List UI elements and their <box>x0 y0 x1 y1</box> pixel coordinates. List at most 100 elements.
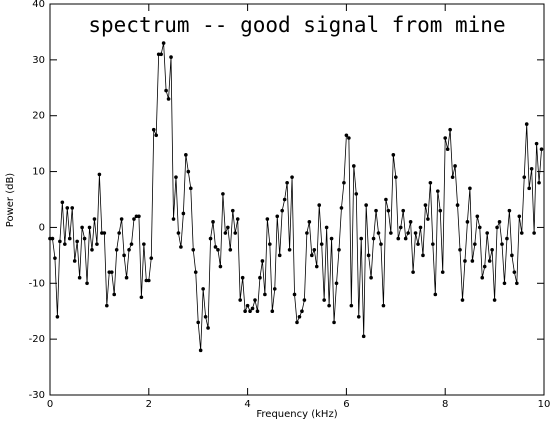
data-point <box>534 141 539 146</box>
data-point <box>184 153 188 157</box>
data-point <box>292 292 297 297</box>
data-point <box>119 217 124 221</box>
data-point <box>428 180 433 185</box>
data-point <box>287 247 292 252</box>
x-tick-label: 0 <box>47 399 53 410</box>
data-point <box>53 256 57 260</box>
y-tick-label: 10 <box>32 167 45 178</box>
data-point <box>458 247 462 252</box>
data-point <box>238 298 242 302</box>
data-point <box>151 127 156 132</box>
data-point <box>228 247 233 252</box>
data-point <box>268 242 272 246</box>
data-point <box>408 220 413 224</box>
data-point <box>465 220 470 224</box>
data-point <box>435 189 440 193</box>
data-point <box>403 236 408 241</box>
data-point <box>519 231 524 235</box>
x-axis-label: Frequency (kHz) <box>256 409 337 420</box>
x-tick-label: 10 <box>538 399 550 410</box>
data-point <box>386 208 391 213</box>
data-point <box>77 275 82 280</box>
data-point <box>277 253 282 258</box>
data-point <box>164 88 168 93</box>
data-point <box>127 247 131 252</box>
data-point <box>258 275 262 280</box>
data-point <box>344 133 349 138</box>
data-point <box>524 122 529 126</box>
data-point <box>206 326 210 330</box>
data-point <box>63 242 67 246</box>
data-point <box>423 203 428 207</box>
data-point <box>490 247 494 252</box>
data-point <box>285 180 289 185</box>
data-point <box>221 192 225 196</box>
data-point <box>332 320 336 325</box>
data-point <box>250 306 255 311</box>
data-point <box>369 275 373 280</box>
data-point <box>477 225 482 230</box>
data-point <box>347 136 351 140</box>
x-tick-label: 8 <box>442 399 448 410</box>
data-point <box>263 292 267 297</box>
data-point <box>240 275 245 280</box>
data-point <box>139 295 144 300</box>
data-point <box>339 206 344 210</box>
data-point <box>144 278 149 283</box>
y-tick-label: -20 <box>29 334 45 345</box>
data-point <box>211 220 215 224</box>
data-point <box>460 298 465 302</box>
data-point <box>149 256 154 260</box>
data-point <box>297 315 302 319</box>
data-point <box>280 208 284 213</box>
data-point <box>129 242 134 246</box>
data-point <box>327 303 331 308</box>
data-point <box>75 239 79 244</box>
data-point <box>537 180 541 185</box>
data-point <box>455 203 460 207</box>
data-point <box>272 287 277 291</box>
data-line <box>50 43 542 351</box>
data-point <box>260 259 265 263</box>
data-point <box>394 175 398 179</box>
data-point <box>55 315 60 319</box>
data-point <box>364 203 368 207</box>
data-point <box>95 242 99 246</box>
data-point <box>381 303 386 308</box>
data-point <box>105 303 109 308</box>
data-point <box>314 264 319 269</box>
data-point <box>453 164 457 168</box>
data-point <box>342 180 346 185</box>
data-point <box>448 127 452 132</box>
data-point <box>329 236 334 241</box>
y-tick-label: 20 <box>32 111 45 122</box>
data-point <box>65 206 70 210</box>
data-point <box>216 247 220 252</box>
data-point <box>80 225 84 230</box>
data-point <box>398 225 403 230</box>
data-point <box>324 225 329 230</box>
data-point <box>255 309 260 314</box>
data-point <box>233 231 238 235</box>
data-point <box>307 220 312 224</box>
data-point <box>295 320 299 325</box>
data-point <box>117 231 121 235</box>
data-point <box>176 231 181 235</box>
data-point <box>226 225 230 230</box>
data-point <box>290 175 294 179</box>
data-point <box>421 253 425 258</box>
y-tick-label: 40 <box>32 0 45 10</box>
data-point <box>515 281 519 286</box>
data-point <box>243 309 247 314</box>
data-point <box>487 259 492 263</box>
data-point <box>174 175 178 179</box>
data-point <box>302 298 307 302</box>
data-point <box>159 52 163 57</box>
data-point <box>492 298 497 302</box>
data-point <box>114 247 119 252</box>
data-point <box>312 247 317 252</box>
data-point <box>473 242 477 246</box>
data-point <box>482 264 487 269</box>
data-point <box>510 253 514 258</box>
data-point <box>401 208 406 213</box>
